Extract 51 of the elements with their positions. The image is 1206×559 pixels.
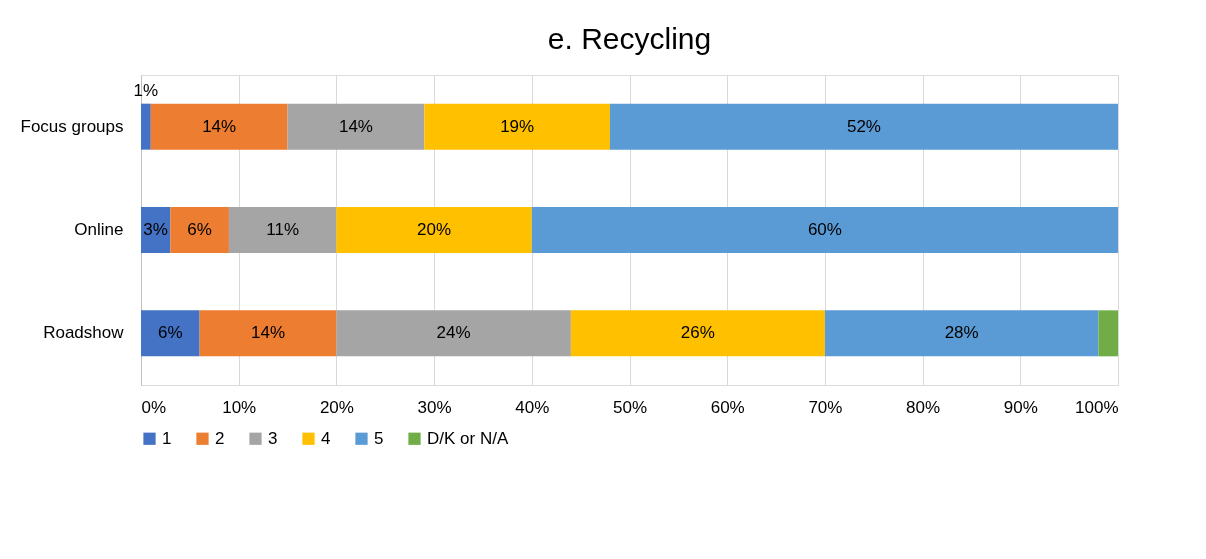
bar [170,207,229,253]
x-tick-label: 10% [222,397,257,417]
x-tick-label: 80% [906,397,941,417]
chart-title: e. Recycling [547,22,712,55]
y-tick-label: Online [74,220,124,239]
data-label: 24% [436,323,471,343]
x-tick-label: 70% [808,397,843,417]
legend-label: 1 [162,428,172,448]
legend-label: 4 [321,428,331,448]
data-label: 28% [944,323,979,343]
data-label: 1% [133,80,159,100]
data-label: 6% [187,220,212,239]
y-tick-label: Roadshow [43,323,125,343]
bar [287,103,425,150]
y-tick-label: Focus groups [20,116,124,136]
bar [570,310,825,357]
legend-label: 5 [374,428,384,448]
bar [228,207,337,253]
bar [824,310,1099,357]
x-tick-label: 30% [417,397,452,417]
x-tick-label: 100% [1075,397,1119,417]
bar [141,103,151,150]
bar [1098,310,1118,357]
x-tick-label: 40% [515,397,550,417]
data-label: 14% [250,323,286,343]
data-label: 52% [846,116,881,136]
data-label: 19% [500,116,535,136]
legend-label: 3 [268,428,278,448]
legend-label: D/K or N/A [427,428,509,448]
x-tick-label: 50% [612,397,648,417]
x-tick-label: 0% [141,397,167,417]
x-tick-label: 60% [710,397,745,417]
bar [531,207,1118,253]
bar [424,103,610,150]
x-tick-label: 90% [1003,397,1038,417]
bar [336,310,571,357]
data-label: 14% [202,116,237,136]
bar [150,103,288,150]
bar [609,103,1118,150]
data-label: 60% [807,220,842,239]
data-label: 11% [266,220,300,239]
legend-label: 2 [215,428,225,448]
data-label: 20% [417,220,452,239]
x-tick-label: 20% [319,397,354,417]
data-label: 3% [143,220,168,239]
data-label: 14% [338,116,373,136]
data-label: 6% [158,323,183,343]
bar [336,207,532,253]
bar [199,310,337,357]
data-label: 26% [680,323,715,343]
bar [141,310,200,357]
